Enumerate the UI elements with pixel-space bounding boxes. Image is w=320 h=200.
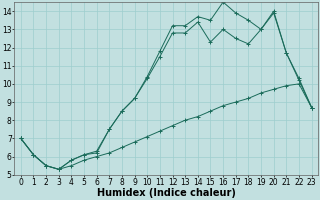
X-axis label: Humidex (Indice chaleur): Humidex (Indice chaleur) [97, 188, 236, 198]
